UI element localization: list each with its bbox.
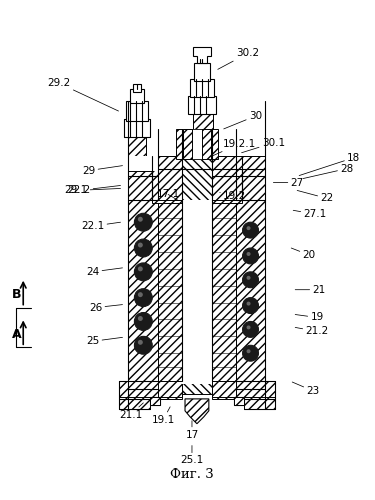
Text: Фиг. 3: Фиг. 3 <box>170 468 214 481</box>
Bar <box>212 168 242 200</box>
Text: 24: 24 <box>86 267 123 277</box>
Bar <box>212 156 242 204</box>
Text: 19.2: 19.2 <box>220 192 246 202</box>
Circle shape <box>138 216 143 222</box>
Bar <box>188 96 216 114</box>
Circle shape <box>138 266 143 272</box>
Circle shape <box>138 292 143 297</box>
Bar <box>130 89 144 103</box>
Circle shape <box>134 239 152 257</box>
Circle shape <box>246 326 250 330</box>
Circle shape <box>134 312 152 330</box>
Text: 23: 23 <box>292 382 320 396</box>
Circle shape <box>246 302 250 306</box>
Bar <box>152 168 182 200</box>
Circle shape <box>134 336 152 354</box>
Text: 30: 30 <box>224 111 262 129</box>
Text: 22: 22 <box>297 190 334 203</box>
Text: 30.1: 30.1 <box>242 138 285 152</box>
Text: 27.1: 27.1 <box>293 210 327 220</box>
Bar <box>183 129 211 158</box>
Bar <box>183 129 192 158</box>
Bar <box>212 381 275 399</box>
Bar <box>194 64 210 82</box>
Circle shape <box>138 316 143 321</box>
Bar <box>212 381 236 397</box>
Text: 29.1: 29.1 <box>64 186 120 196</box>
Bar <box>152 156 182 204</box>
Text: 21.1: 21.1 <box>119 403 143 420</box>
Polygon shape <box>185 399 209 423</box>
Text: 19: 19 <box>295 312 324 322</box>
Bar <box>126 101 148 121</box>
Bar <box>158 200 182 381</box>
Text: 18: 18 <box>299 152 360 176</box>
Text: 29.2: 29.2 <box>47 78 118 111</box>
Bar <box>118 397 150 409</box>
Polygon shape <box>193 46 211 64</box>
Text: 17.1: 17.1 <box>156 190 180 200</box>
Text: 29: 29 <box>82 166 123 175</box>
Circle shape <box>134 288 152 306</box>
Text: 21.2: 21.2 <box>295 326 328 336</box>
Text: 17: 17 <box>185 420 199 440</box>
Circle shape <box>243 272 258 287</box>
Text: B: B <box>12 288 21 301</box>
Circle shape <box>134 214 152 231</box>
Bar <box>129 168 158 389</box>
Bar <box>129 136 146 175</box>
Circle shape <box>138 340 143 345</box>
Bar <box>182 200 212 384</box>
Circle shape <box>134 263 152 281</box>
Text: 27: 27 <box>273 178 304 188</box>
Bar <box>129 156 158 170</box>
Text: 25.1: 25.1 <box>180 446 204 466</box>
Text: 19.2.1: 19.2.1 <box>213 139 256 156</box>
Circle shape <box>246 252 250 256</box>
Bar <box>129 156 158 170</box>
Circle shape <box>246 276 250 280</box>
Bar <box>193 111 213 168</box>
Circle shape <box>246 226 250 230</box>
Circle shape <box>138 242 143 248</box>
Bar <box>129 156 182 176</box>
Bar <box>150 397 160 405</box>
Bar <box>212 156 266 176</box>
Bar <box>212 200 236 381</box>
Circle shape <box>243 248 258 264</box>
Bar <box>134 84 141 92</box>
Circle shape <box>243 222 258 238</box>
Bar <box>234 397 244 405</box>
Bar <box>124 119 150 137</box>
Circle shape <box>243 298 258 314</box>
Bar <box>234 397 244 405</box>
Bar <box>150 397 160 405</box>
Bar <box>202 129 211 158</box>
Text: 20: 20 <box>291 248 316 260</box>
Text: 22.1: 22.1 <box>81 221 120 231</box>
Bar <box>182 156 212 394</box>
Text: 26: 26 <box>89 302 123 312</box>
Circle shape <box>246 350 250 353</box>
Bar <box>244 397 275 409</box>
Bar <box>190 80 214 97</box>
Bar <box>176 129 218 158</box>
Bar <box>118 381 182 399</box>
Bar <box>158 381 182 397</box>
Bar <box>124 119 150 137</box>
Circle shape <box>243 322 258 338</box>
Circle shape <box>243 346 258 361</box>
Text: 22.2: 22.2 <box>67 186 120 196</box>
Bar <box>236 168 266 389</box>
Text: A: A <box>12 328 21 341</box>
Text: 30.2: 30.2 <box>218 48 259 70</box>
Text: 28: 28 <box>303 164 353 178</box>
Text: 25: 25 <box>86 336 123 346</box>
Text: 21: 21 <box>295 284 326 294</box>
Text: 19.1: 19.1 <box>152 407 175 424</box>
